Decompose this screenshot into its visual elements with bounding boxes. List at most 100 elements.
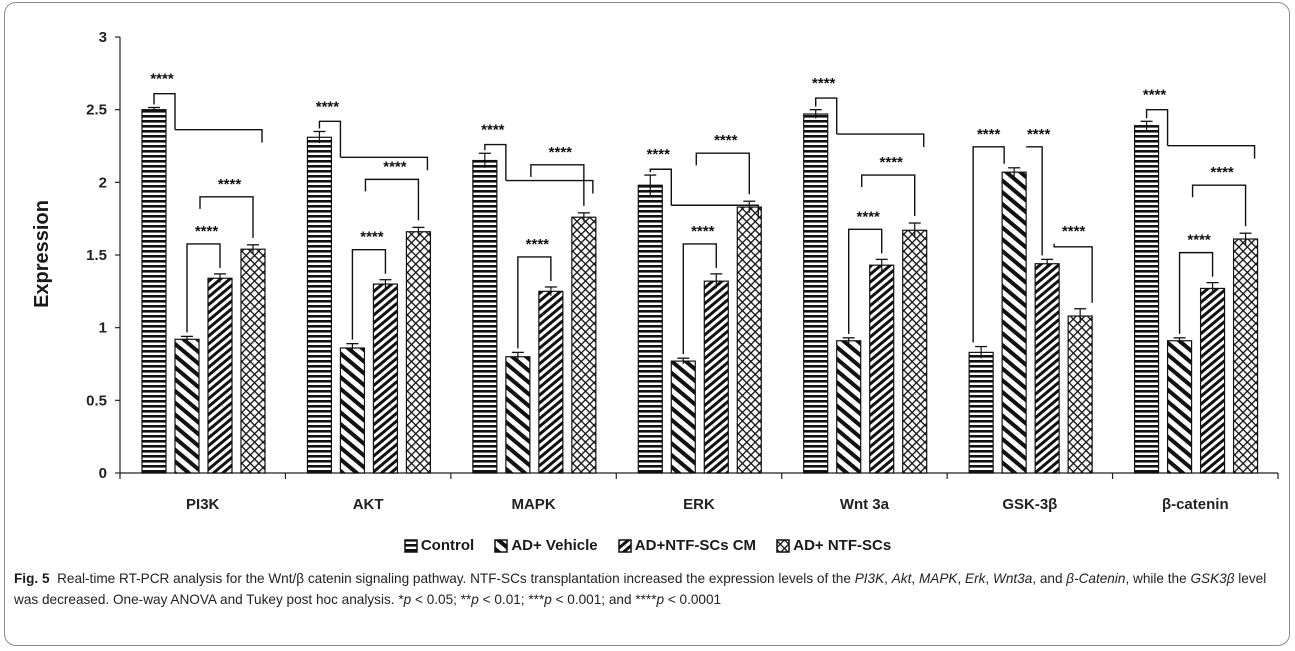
legend-swatch-control xyxy=(404,538,418,553)
significance-bracket xyxy=(199,196,254,238)
gene-name: PI3K xyxy=(854,571,885,586)
bar-control-mapk xyxy=(472,159,498,474)
gene-name: GSK3β xyxy=(1190,571,1235,586)
x-tick-label-erk: ERK xyxy=(683,496,715,513)
x-tick-label-catenin: β-catenin xyxy=(1162,496,1229,513)
caption-text: , xyxy=(957,571,966,586)
bar-ad-ntf-scs-cm-wnt-3a xyxy=(869,264,895,474)
gene-name: Erk xyxy=(965,571,986,586)
legend-label-ad-ntf-scs-cm: AD+NTF-SCs CM xyxy=(634,537,757,554)
significance-bracket xyxy=(364,178,420,221)
y-tick-label: 0.5 xyxy=(86,392,107,409)
significance-bracket xyxy=(682,243,717,355)
significance-label: **** xyxy=(1027,126,1051,143)
gene-name: Akt xyxy=(891,571,912,586)
bar-ad-ntf-scs-cm-erk xyxy=(703,280,729,474)
significance-label: **** xyxy=(1062,223,1086,240)
significance-bracket xyxy=(175,128,263,143)
caption-text: , xyxy=(985,571,993,586)
significance-bracket xyxy=(318,120,342,158)
significance-bracket xyxy=(517,256,552,349)
caption-text: < 0.05; ** xyxy=(411,592,472,607)
significance-bracket xyxy=(861,174,916,217)
significance-bracket xyxy=(1191,184,1247,227)
legend-label-ad-ntf-scs: AD+ NTF-SCs xyxy=(793,537,892,554)
caption-text: , and xyxy=(1032,571,1067,586)
significance-bracket xyxy=(815,97,838,135)
significance-bracket xyxy=(1145,108,1169,146)
legend-label-ad-vehicle: AD+ Vehicle xyxy=(511,537,598,554)
caption-text: < 0.001; and **** xyxy=(551,592,657,607)
significance-label: **** xyxy=(714,132,738,149)
significance-bracket xyxy=(671,204,759,219)
caption-text: < 0.01; *** xyxy=(478,592,545,607)
significance-label: **** xyxy=(549,144,573,161)
bar-ad-ntf-scs-erk xyxy=(736,206,762,474)
legend-swatch-ad-vehicle xyxy=(494,538,509,553)
bar-ad-ntf-scs-cm-mapk xyxy=(538,290,564,474)
significance-label: **** xyxy=(526,236,550,253)
significance-label: **** xyxy=(195,223,219,240)
legend-swatch-ad-ntf-scs xyxy=(776,538,790,553)
significance-bracket xyxy=(1053,243,1093,303)
significance-bracket xyxy=(351,249,387,340)
y-tick-label: 2.5 xyxy=(86,102,107,119)
bar-control-catenin xyxy=(1133,125,1160,474)
p-value-symbol: p xyxy=(471,592,479,607)
x-tick-label-gsk-3: GSK-3β xyxy=(1002,496,1057,513)
significance-bracket xyxy=(1167,144,1256,159)
significance-label: **** xyxy=(691,223,715,240)
bar-ad-ntf-scs-cm-gsk-3 xyxy=(1034,263,1060,474)
caption-text: , xyxy=(884,571,892,586)
significance-label: **** xyxy=(316,98,340,115)
y-tick-label: 2 xyxy=(99,174,107,191)
legend-swatch-ad-ntf-scs-cm xyxy=(618,538,632,553)
bar-ad-ntf-scs-cm-catenin xyxy=(1199,287,1226,474)
bar-ad-ntf-scs-pi3k xyxy=(240,248,266,474)
significance-bracket xyxy=(695,152,750,195)
y-tick-label: 1 xyxy=(99,320,107,337)
significance-bracket xyxy=(505,179,594,194)
y-tick-label: 0 xyxy=(99,465,107,482)
gene-name: MAPK xyxy=(918,571,958,586)
y-tick-label: 1.5 xyxy=(86,247,107,264)
bar-control-gsk-3 xyxy=(968,351,994,474)
bar-ad-vehicle-gsk-3 xyxy=(1001,171,1027,474)
significance-label: **** xyxy=(880,154,904,171)
significance-label: **** xyxy=(857,208,881,225)
bar-ad-vehicle-erk xyxy=(670,360,696,474)
bar-group xyxy=(141,106,1259,474)
bar-ad-ntf-scs-wnt-3a xyxy=(902,229,928,474)
bar-ad-ntf-scs-mapk xyxy=(571,216,597,474)
x-tick-label-wnt-3a: Wnt 3a xyxy=(840,496,890,513)
legend-item-ad-vehicle: AD+ Vehicle xyxy=(494,537,598,554)
significance-label: **** xyxy=(150,71,174,88)
bar-ad-vehicle-akt xyxy=(339,347,366,474)
significance-bracket xyxy=(186,243,221,333)
legend-label-control: Control xyxy=(420,537,475,554)
caption-text: Real-time RT-PCR analysis for the Wnt/β … xyxy=(57,571,855,586)
significance-brackets: **** **** **** **** **** **** **** **** **** ****… xyxy=(150,71,1256,355)
legend-item-ad-ntf-scs: AD+ NTF-SCs xyxy=(776,537,891,554)
significance-bracket xyxy=(484,143,507,181)
y-tick-label: 3 xyxy=(99,29,107,46)
legend-item-ad-ntf-scs-cm: AD+NTF-SCs CM xyxy=(618,537,756,554)
significance-label: **** xyxy=(218,176,242,193)
p-value-symbol: p xyxy=(544,592,552,607)
bar-control-erk xyxy=(637,184,663,474)
bar-ad-ntf-scs-akt xyxy=(405,231,432,474)
significance-bracket xyxy=(836,133,925,148)
x-tick-label-mapk: MAPK xyxy=(511,496,555,513)
figure-caption: Fig. 5 Real-time RT-PCR analysis for the… xyxy=(14,568,1276,610)
significance-bracket xyxy=(649,168,672,206)
p-value-symbol: p xyxy=(403,592,412,607)
significance-label: **** xyxy=(1187,232,1211,249)
x-tick-label-pi3k: PI3K xyxy=(186,496,220,513)
significance-label: **** xyxy=(1210,164,1234,181)
significance-label: **** xyxy=(812,75,836,92)
significance-label: **** xyxy=(647,146,671,163)
bar-ad-ntf-scs-cm-akt xyxy=(372,283,399,474)
bar-control-wnt-3a xyxy=(803,113,829,474)
significance-bracket xyxy=(153,92,176,130)
significance-label: **** xyxy=(481,122,505,139)
